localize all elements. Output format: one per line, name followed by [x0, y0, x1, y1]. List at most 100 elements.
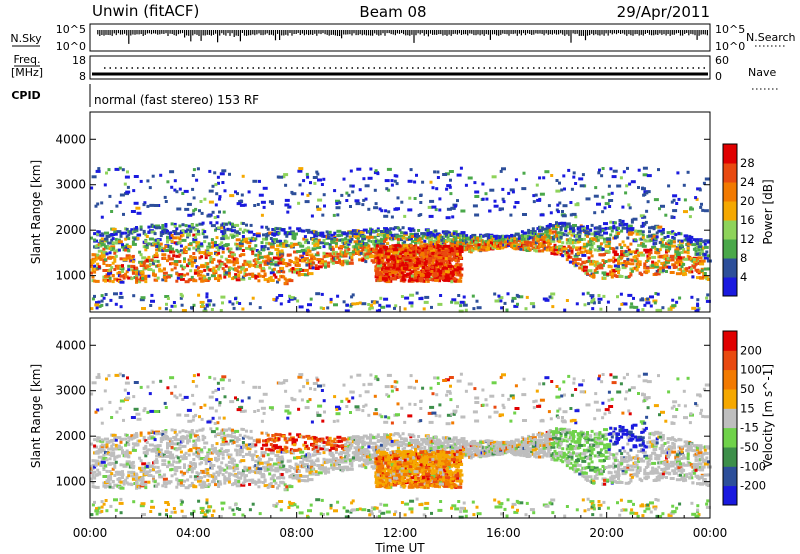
- power-cell: [400, 266, 404, 270]
- power-cell: [238, 241, 244, 245]
- power-cell: [586, 291, 590, 295]
- power-cell: [442, 255, 445, 259]
- power-cell: [376, 267, 380, 271]
- power-cell: [197, 249, 200, 253]
- power-cell: [229, 247, 233, 251]
- power-cell: [620, 246, 624, 250]
- power-cell: [593, 234, 597, 238]
- power-cell: [612, 221, 616, 225]
- power-cell: [446, 253, 452, 257]
- power-cell: [551, 224, 555, 228]
- power-cell: [330, 248, 334, 251]
- power-cell: [359, 251, 363, 255]
- power-cell: [694, 262, 698, 266]
- power-cell: [449, 234, 453, 237]
- power-cell: [119, 305, 123, 309]
- power-cell: [550, 292, 556, 296]
- power-cell: [189, 259, 193, 262]
- power-cell: [376, 264, 382, 268]
- power-cell: [651, 245, 657, 249]
- power-cell: [387, 255, 393, 259]
- power-cell: [494, 240, 498, 244]
- power-cell: [170, 261, 174, 265]
- power-cell: [166, 297, 170, 300]
- power-cell: [613, 258, 619, 262]
- power-cell: [562, 245, 566, 249]
- power-cell: [458, 232, 462, 236]
- power-cell: [612, 250, 618, 254]
- power-cell: [153, 232, 157, 236]
- power-cell: [265, 259, 269, 263]
- power-cell: [299, 228, 303, 232]
- power-cell: [305, 261, 311, 265]
- power-cell: [133, 266, 137, 270]
- power-cell: [633, 305, 639, 309]
- power-cell: [276, 280, 279, 284]
- power-cell: [491, 175, 497, 179]
- power-cell: [545, 240, 549, 244]
- power-cell: [601, 195, 605, 199]
- power-cell: [276, 227, 281, 231]
- power-cell: [474, 243, 478, 247]
- power-cell: [114, 254, 118, 258]
- power-cell: [382, 275, 388, 278]
- power-cell: [240, 267, 244, 271]
- power-cell: [426, 229, 430, 232]
- power-cell: [114, 167, 120, 171]
- power-cell: [527, 228, 531, 232]
- power-cell: [288, 279, 294, 283]
- power-cell: [139, 227, 143, 231]
- power-cell: [502, 239, 506, 243]
- power-cell: [297, 273, 301, 277]
- power-cell: [567, 255, 571, 259]
- power-cell: [422, 247, 428, 251]
- power-cell: [277, 250, 281, 254]
- power-cell: [607, 245, 611, 248]
- power-cell: [155, 224, 161, 228]
- power-cell: [124, 244, 128, 248]
- power-cell: [384, 179, 390, 183]
- power-cell: [617, 257, 622, 261]
- power-cell: [434, 242, 438, 246]
- power-cell: [390, 257, 394, 261]
- power-cell: [679, 256, 682, 260]
- power-cell: [99, 257, 103, 261]
- power-cell: [376, 229, 380, 232]
- power-cell: [660, 204, 665, 208]
- power-cell: [131, 254, 135, 258]
- power-cell: [254, 274, 260, 278]
- power-cell: [317, 238, 321, 242]
- power-cell: [623, 260, 627, 263]
- power-cell: [210, 308, 214, 311]
- power-cell: [615, 246, 619, 250]
- power-cell: [489, 238, 493, 242]
- power-cell: [612, 169, 618, 173]
- power-cell: [396, 226, 400, 230]
- power-cell: [254, 244, 258, 248]
- power-cell: [175, 190, 179, 194]
- power-cell: [677, 260, 683, 264]
- power-cell: [91, 279, 95, 283]
- power-cell: [505, 234, 509, 238]
- velocity-cell: [91, 463, 97, 467]
- power-cell: [135, 266, 138, 270]
- power-cell: [355, 252, 358, 255]
- power-cell: [414, 249, 420, 253]
- power-cell: [653, 301, 657, 305]
- power-cell: [392, 255, 396, 259]
- power-cell: [246, 229, 250, 233]
- power-cell: [696, 276, 701, 280]
- power-cell: [271, 279, 275, 282]
- power-cell: [665, 250, 668, 254]
- power-cell: [262, 259, 265, 263]
- power-cell: [699, 262, 705, 266]
- power-cell: [599, 242, 603, 246]
- power-cell: [587, 232, 591, 236]
- power-cell: [163, 195, 167, 199]
- power-cell: [208, 200, 214, 204]
- power-cell: [173, 188, 177, 192]
- power-cell: [539, 234, 543, 238]
- power-cell: [144, 248, 148, 252]
- power-cell: [152, 224, 155, 228]
- power-cell: [510, 245, 514, 248]
